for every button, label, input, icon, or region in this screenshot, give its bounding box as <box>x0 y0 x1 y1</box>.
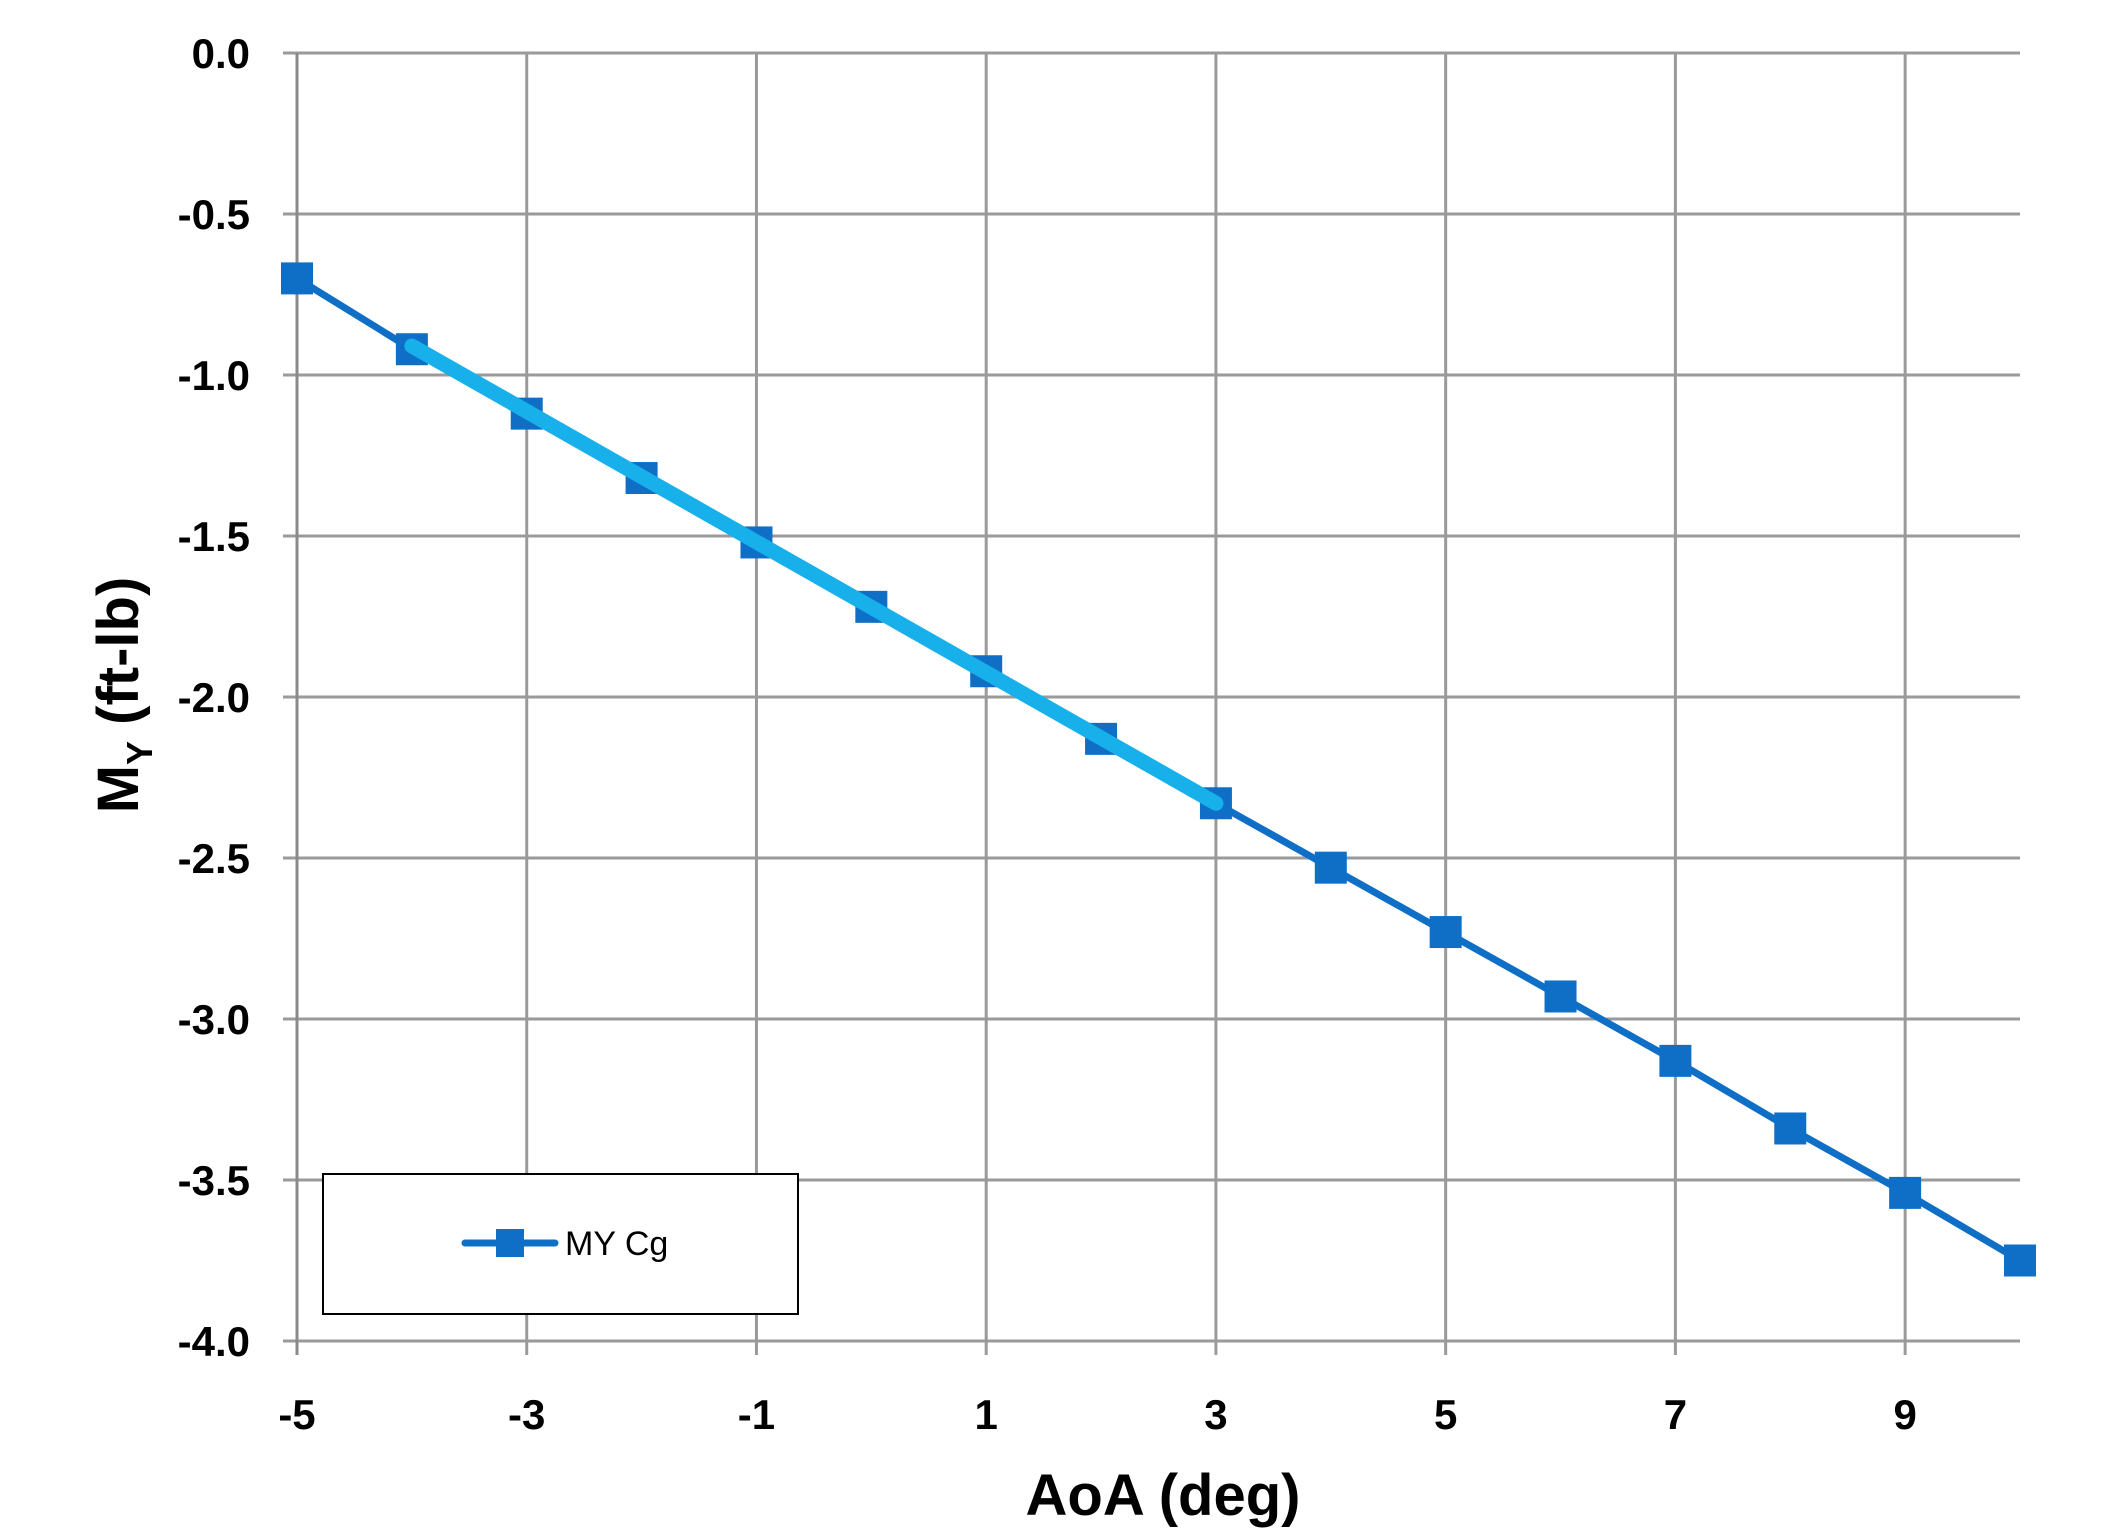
data-point <box>1889 1176 1922 1209</box>
y-axis-title-main: M <box>86 765 151 813</box>
y-tick-labels: 0.0 -0.5 -1.0 -1.5 -2.0 -2.5 -3.0 -3.5 -4.0 <box>178 30 250 1365</box>
y-tick-label: -0.5 <box>178 191 250 238</box>
legend-label-my-cg: MY Cg <box>565 1225 668 1263</box>
x-tick-label: 3 <box>1204 1391 1227 1438</box>
trendline <box>404 338 1224 811</box>
y-tick-label: -3.5 <box>178 1157 250 1204</box>
x-tick-label: -1 <box>738 1391 775 1438</box>
x-axis-title: AoA (deg) <box>1026 1463 1301 1528</box>
data-point <box>281 262 313 295</box>
data-point <box>1544 980 1577 1013</box>
data-point <box>1429 916 1462 949</box>
legend: MY Cg <box>322 1173 799 1315</box>
gridlines <box>283 51 2020 1355</box>
legend-box <box>322 1173 799 1315</box>
y-tick-label: -3.0 <box>178 996 250 1043</box>
y-axis-title-subscript: Y <box>119 741 160 765</box>
data-point <box>1774 1112 1807 1145</box>
x-tick-label: 5 <box>1434 1391 1457 1438</box>
data-point <box>1659 1044 1692 1077</box>
y-tick-label: -2.5 <box>178 835 250 882</box>
y-axis-title: MY (ft-lb) <box>86 577 160 814</box>
legend-marker-swatch <box>496 1229 524 1257</box>
y-tick-label: -1.0 <box>178 352 250 399</box>
x-tick-label: 1 <box>975 1391 998 1438</box>
y-tick-label: -2.0 <box>178 674 250 721</box>
y-tick-label: 0.0 <box>192 30 250 77</box>
trendline-segment <box>404 338 1224 811</box>
data-point <box>1314 851 1347 884</box>
x-tick-label: -3 <box>508 1391 545 1438</box>
data-point <box>2004 1244 2036 1277</box>
x-tick-label: 7 <box>1664 1391 1687 1438</box>
x-tick-labels: -5 -3 -1 1 3 5 7 9 <box>278 1391 1916 1438</box>
y-tick-label: -1.5 <box>178 513 250 560</box>
x-tick-label: 9 <box>1893 1391 1916 1438</box>
y-tick-label: -4.0 <box>178 1318 250 1365</box>
x-tick-label: -5 <box>278 1391 315 1438</box>
y-axis-title-units: (ft-lb) <box>86 577 151 741</box>
